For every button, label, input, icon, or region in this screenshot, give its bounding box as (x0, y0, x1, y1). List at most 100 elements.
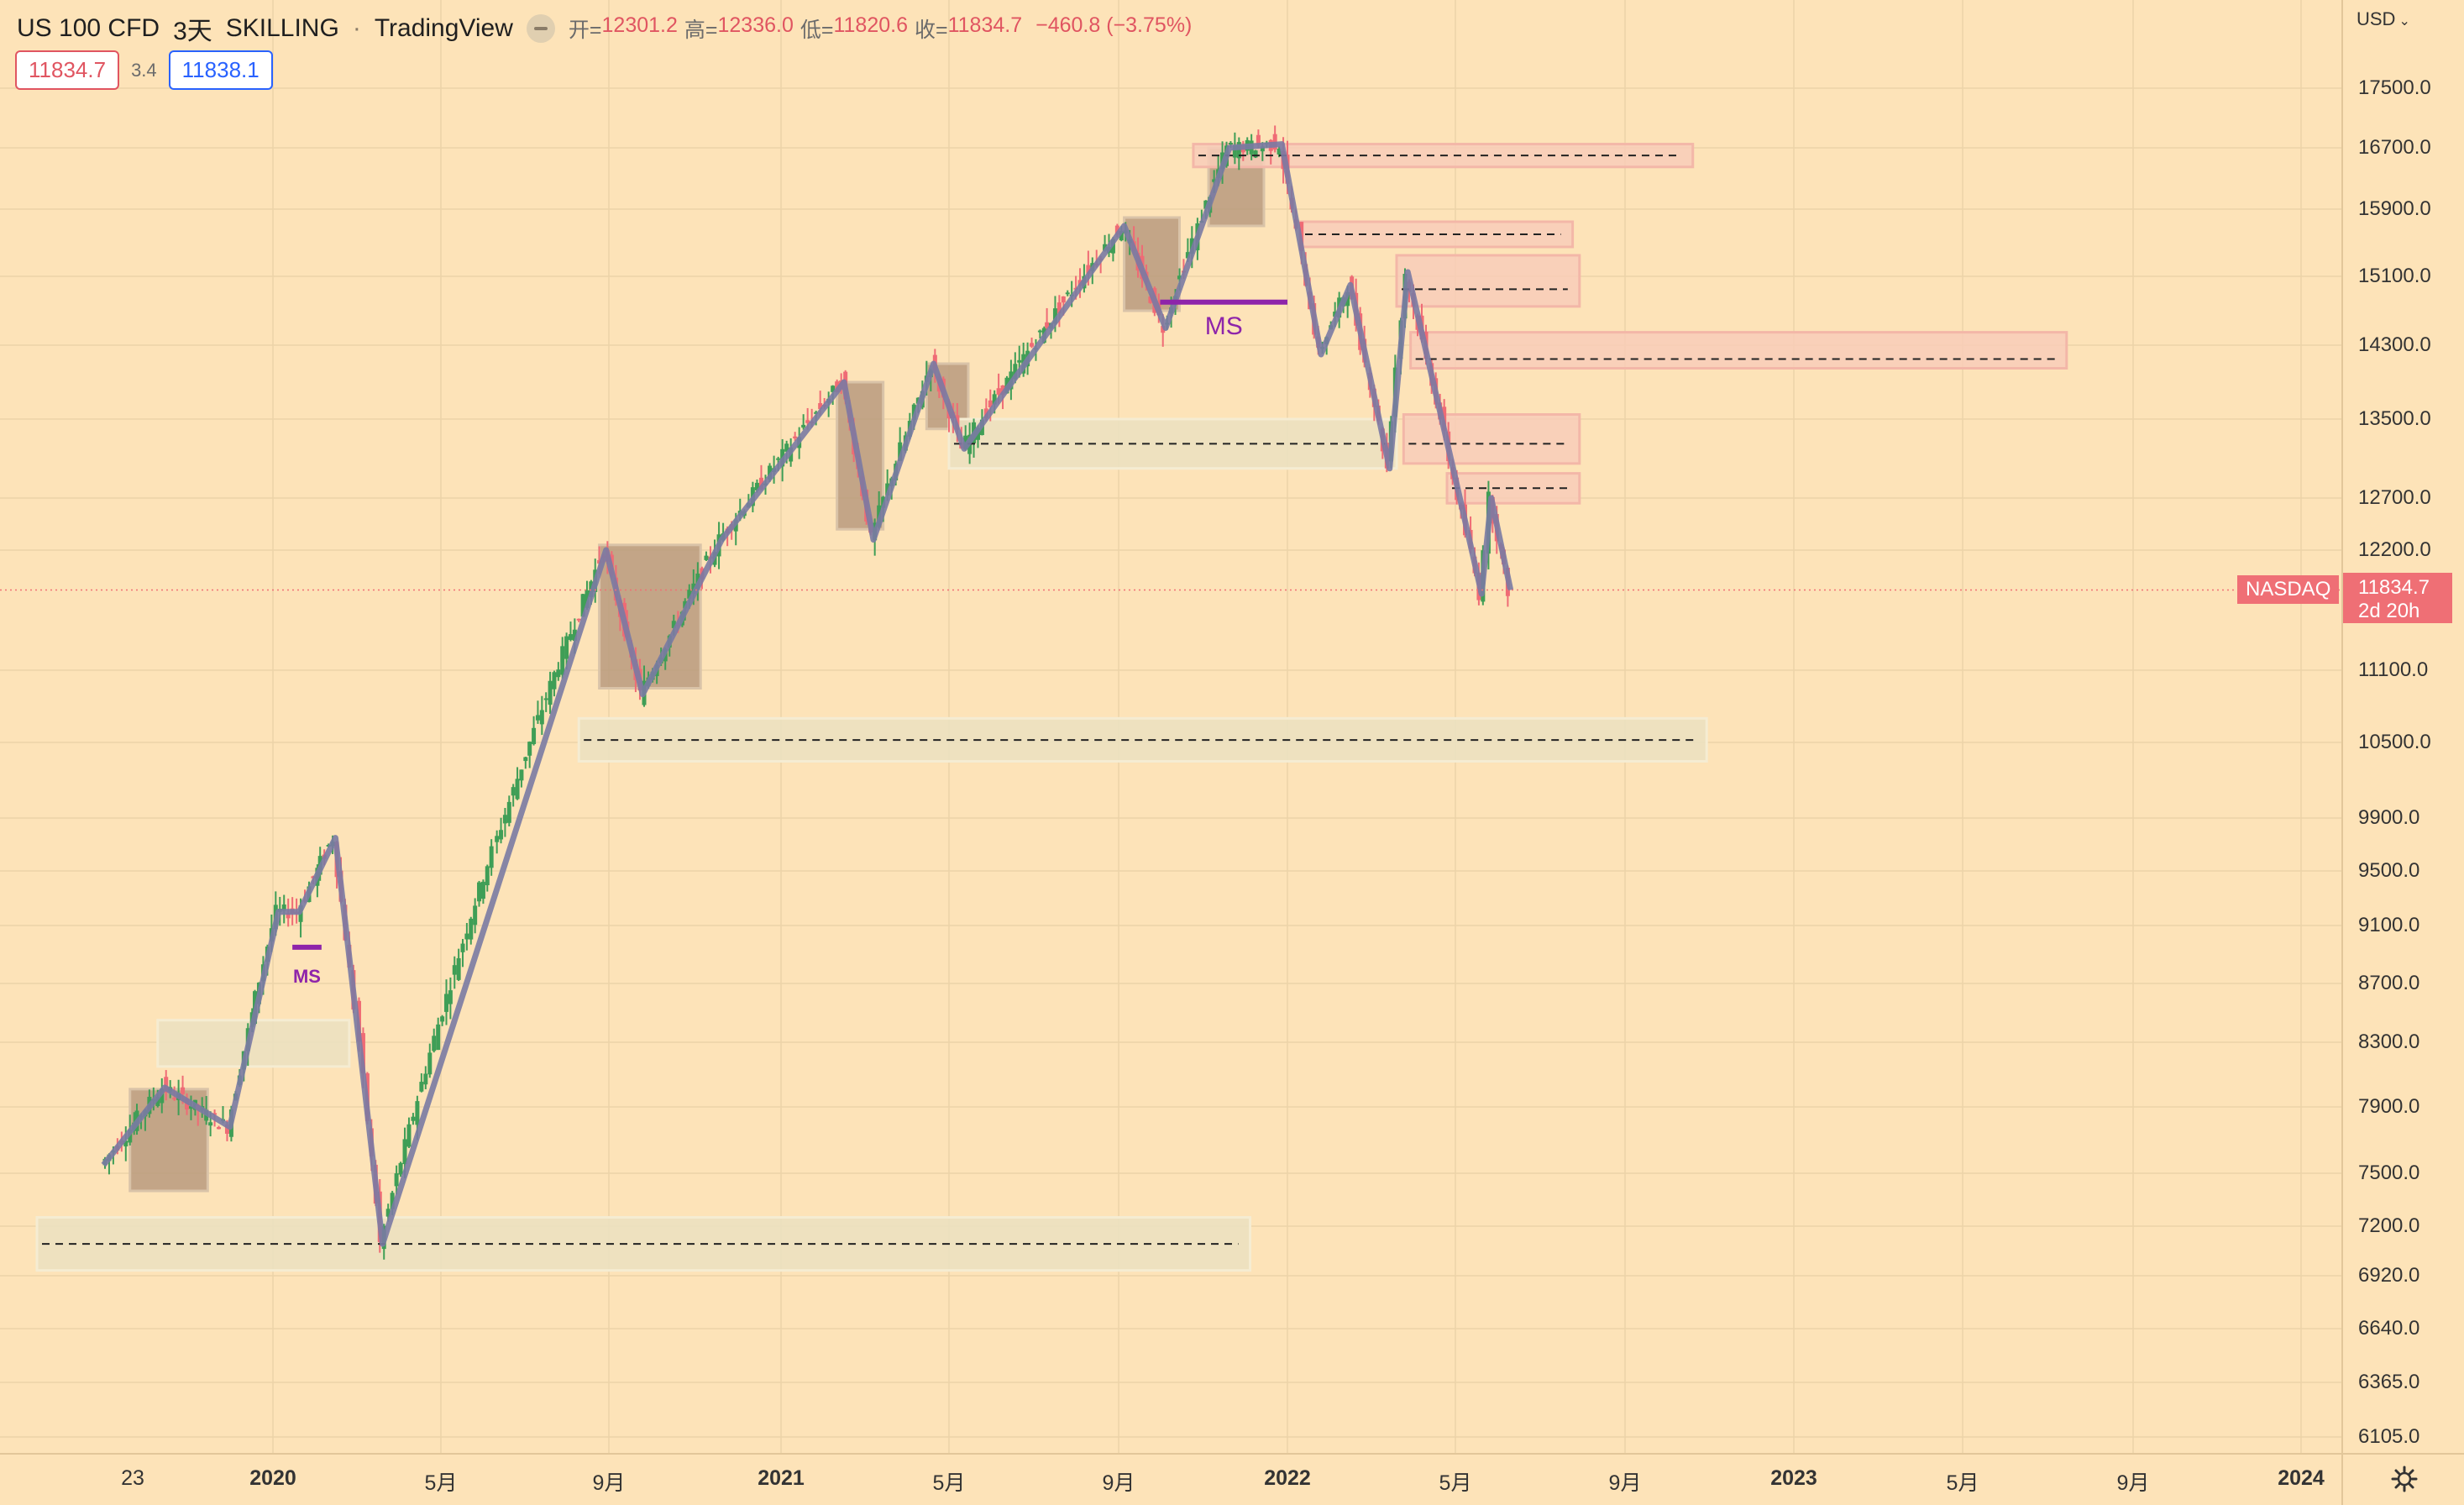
candle-body (469, 918, 474, 940)
candle-body (419, 1082, 424, 1092)
candle-body (286, 913, 291, 919)
time-tick-label: 5月 (1439, 1471, 1472, 1495)
supply-zone (1298, 220, 1575, 249)
candle-body (477, 882, 482, 902)
candle-body (1013, 364, 1018, 380)
candle-body (704, 555, 709, 560)
candle-body (671, 621, 676, 628)
last-price-value: 11834.7 (2358, 576, 2430, 600)
ohlc-values: 开= 12301.2 高= 12336.0 低= 11820.6 收= 11834.7 … (569, 13, 1192, 44)
candle-body (1185, 252, 1190, 259)
supply-zone (1402, 413, 1581, 465)
candle-body (436, 1024, 441, 1051)
price-chart[interactable]: MS MS (0, 0, 2341, 1453)
candle-body (172, 1098, 177, 1100)
last-price-label: 11834.7 2d 20h (2343, 573, 2452, 624)
candle-body (511, 787, 516, 796)
time-axis[interactable]: 23 2020 5月 9月 2021 5月 9月 2022 5月 9月 2023 5月 9月 2024 (0, 1453, 2341, 1505)
candle-body (448, 990, 453, 1004)
close-value: 11834.7 (947, 13, 1023, 37)
candle-body (444, 994, 449, 1012)
candle-body (440, 1016, 445, 1022)
candle-body (281, 904, 286, 911)
candle-body (543, 698, 548, 700)
price-tick-label: 6920.0 (2358, 1264, 2420, 1287)
time-tick-label: 23 (121, 1466, 144, 1490)
candle-body (1148, 296, 1153, 303)
platform-label: TradingView (374, 14, 513, 42)
candle-body (1037, 330, 1042, 333)
market-structure-label: MS (1205, 312, 1243, 340)
price-tick-label: 7900.0 (2358, 1095, 2420, 1118)
candle-body (460, 943, 465, 952)
gear-icon[interactable] (2390, 1465, 2419, 1493)
zone-layer (35, 143, 2068, 1272)
candle-body (532, 727, 537, 745)
chart-canvas[interactable]: MS MS (0, 0, 2341, 1453)
candle-body (572, 629, 577, 642)
candle-body (390, 1193, 395, 1209)
time-tick-label: 2020 (249, 1466, 296, 1490)
market-structure-swing-line (101, 141, 1514, 1247)
candle-body (1065, 292, 1070, 295)
price-tick-label: 8700.0 (2358, 972, 2420, 994)
currency-selector[interactable]: USD ⌄ (2357, 8, 2410, 30)
candle-body (801, 424, 806, 428)
time-tick-label: 5月 (1946, 1471, 1979, 1495)
candle-body (1177, 275, 1182, 280)
candle-body (527, 742, 532, 756)
candles-layer (102, 125, 1510, 1260)
candle-body (402, 1139, 407, 1165)
price-tick-label: 12200.0 (2358, 538, 2431, 561)
candle-body (160, 1088, 165, 1104)
candle-body (1103, 244, 1108, 251)
candle-body (683, 600, 688, 609)
symbol-name[interactable]: US 100 CFD (17, 14, 160, 42)
price-tick-label: 9100.0 (2358, 914, 2420, 936)
supply-zone (1409, 331, 2068, 370)
candle-body (464, 933, 469, 940)
candle-body (1277, 148, 1282, 155)
candle-body (1030, 343, 1035, 347)
candle-body (394, 1173, 399, 1187)
price-tick-label: 7200.0 (2358, 1214, 2420, 1237)
price-tick-label: 6105.0 (2358, 1425, 2420, 1448)
time-tick-label: 9月 (2116, 1471, 2150, 1495)
candle-body (576, 618, 581, 621)
candle-body (556, 669, 561, 678)
visibility-toggle-icon[interactable] (526, 14, 555, 43)
candle-body (992, 394, 997, 405)
candle-body (519, 769, 524, 781)
buy-button[interactable]: 11838.1 (168, 50, 273, 90)
broker-label: SKILLING (225, 14, 339, 42)
candle-body (818, 403, 823, 410)
price-axis[interactable] (2341, 0, 2464, 1453)
candle-body (523, 757, 528, 762)
sell-button[interactable]: 11834.7 (15, 50, 120, 90)
price-tick-label: 6640.0 (2358, 1317, 2420, 1340)
candle-body (181, 1087, 186, 1094)
price-tick-label: 7500.0 (2358, 1162, 2420, 1184)
interval-label[interactable]: 3天 (173, 18, 212, 45)
candle-body (805, 420, 810, 423)
candle-body (432, 1036, 437, 1051)
candle-body (212, 1113, 218, 1115)
candle-body (1260, 146, 1265, 152)
demand-zone (577, 716, 1708, 763)
candle-body (814, 412, 819, 414)
candle-body (1236, 142, 1241, 159)
time-tick-label: 2023 (1770, 1466, 1817, 1490)
open-value: 12301.2 (601, 13, 678, 37)
price-tick-label: 11100.0 (2358, 658, 2429, 681)
candle-body (552, 672, 557, 690)
axis-corner (2341, 1453, 2464, 1505)
candle-body (564, 636, 569, 659)
price-tick-label: 9500.0 (2358, 859, 2420, 882)
candle-body (988, 400, 993, 408)
candle-body (768, 465, 773, 480)
price-tick-label: 13500.0 (2358, 407, 2431, 430)
candle-body (1017, 359, 1022, 363)
high-label: 高= (684, 18, 718, 42)
candle-body (560, 646, 565, 675)
time-tick-label: 5月 (932, 1471, 966, 1495)
